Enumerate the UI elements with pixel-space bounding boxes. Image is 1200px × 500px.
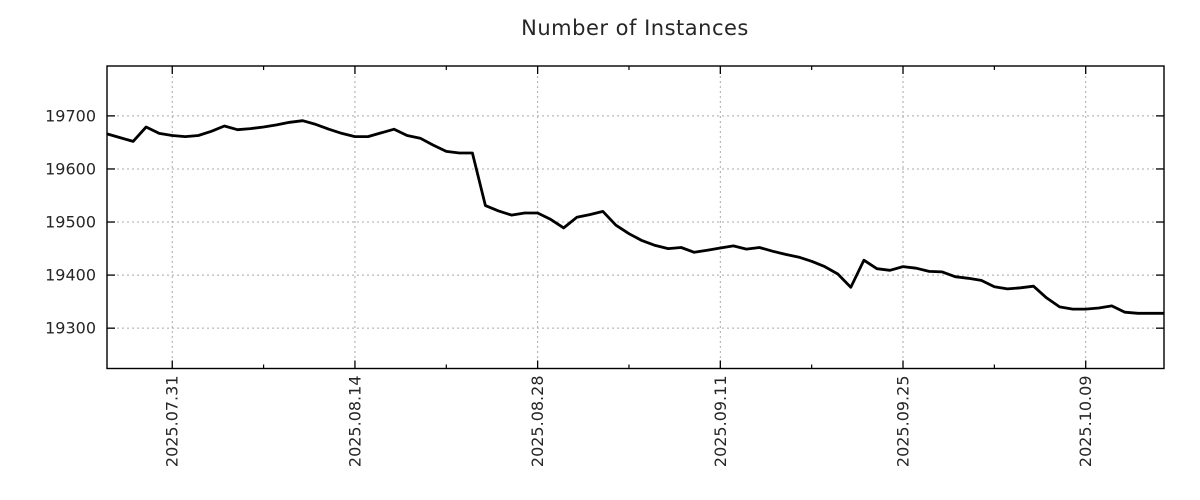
data-line-number-of-instances (106, 119, 1164, 315)
chart-title: Number of Instances (521, 16, 749, 40)
plot-border (106, 65, 1165, 370)
y-tick-label: 19700 (45, 106, 96, 125)
y-tick-label: 19300 (45, 319, 96, 338)
x-tick-label: 2025.10.09 (1076, 376, 1095, 468)
y-tick-label: 19500 (45, 213, 96, 232)
y-tick-label: 19400 (45, 266, 96, 285)
x-tick-label: 2025.09.25 (894, 376, 913, 468)
x-tick-label: 2025.07.31 (163, 376, 182, 468)
y-tick-label: 19600 (45, 159, 96, 178)
x-tick-label: 2025.09.11 (711, 376, 730, 468)
x-tick-label: 2025.08.14 (345, 376, 364, 468)
x-tick-label: 2025.08.28 (528, 376, 547, 468)
